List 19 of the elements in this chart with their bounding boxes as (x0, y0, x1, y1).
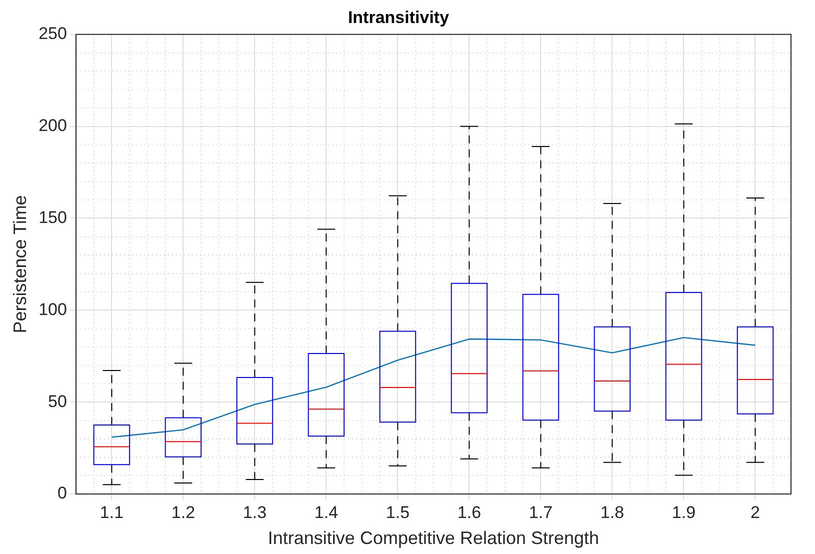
y-tick-label: 0 (57, 484, 67, 503)
x-tick-label: 1.3 (242, 502, 267, 522)
y-tick-label: 100 (38, 300, 67, 319)
y-tick-label: 200 (38, 116, 67, 136)
y-axis-title: Persistence Time (10, 195, 30, 334)
x-tick-label: 1.7 (528, 502, 553, 522)
x-tick-label: 1.6 (457, 502, 482, 522)
x-axis-title: Intransitive Competitive Relation Strength (268, 528, 600, 548)
x-tick-label: 1.8 (600, 502, 624, 522)
y-tick-label: 250 (38, 24, 67, 44)
x-tick-label: 1.1 (100, 502, 124, 522)
x-tick-label: 1.4 (314, 502, 338, 522)
x-tick-label: 1.9 (672, 502, 696, 522)
chart-title: Intransitivity (348, 8, 450, 27)
x-tick-label: 1.5 (386, 502, 410, 522)
y-tick-label: 50 (48, 392, 67, 411)
x-tick-label: 2 (750, 502, 760, 522)
x-tick-label: 1.2 (171, 502, 196, 522)
y-tick-label: 150 (38, 208, 67, 227)
